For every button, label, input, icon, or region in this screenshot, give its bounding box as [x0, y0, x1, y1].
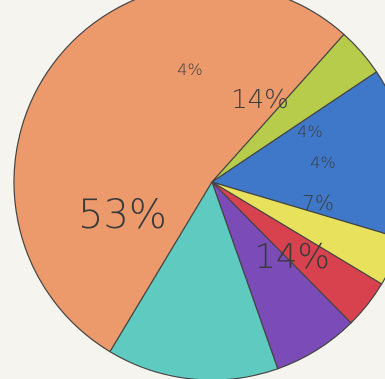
slice-label: 14%	[254, 237, 330, 277]
pie-slice	[210, 71, 385, 235]
slice-label: 53%	[78, 192, 167, 238]
slice-label: 4%	[297, 122, 322, 141]
slice-label: 4%	[177, 60, 202, 79]
slice-label: 7%	[302, 191, 334, 215]
slice-label: 14%	[231, 85, 289, 115]
slice-label: 4%	[310, 153, 335, 172]
pie-slice	[13, 0, 345, 353]
pie-labels: 53% 4% 14% 4% 4% 7% 14%	[78, 60, 336, 277]
pie-slices	[13, 0, 385, 379]
